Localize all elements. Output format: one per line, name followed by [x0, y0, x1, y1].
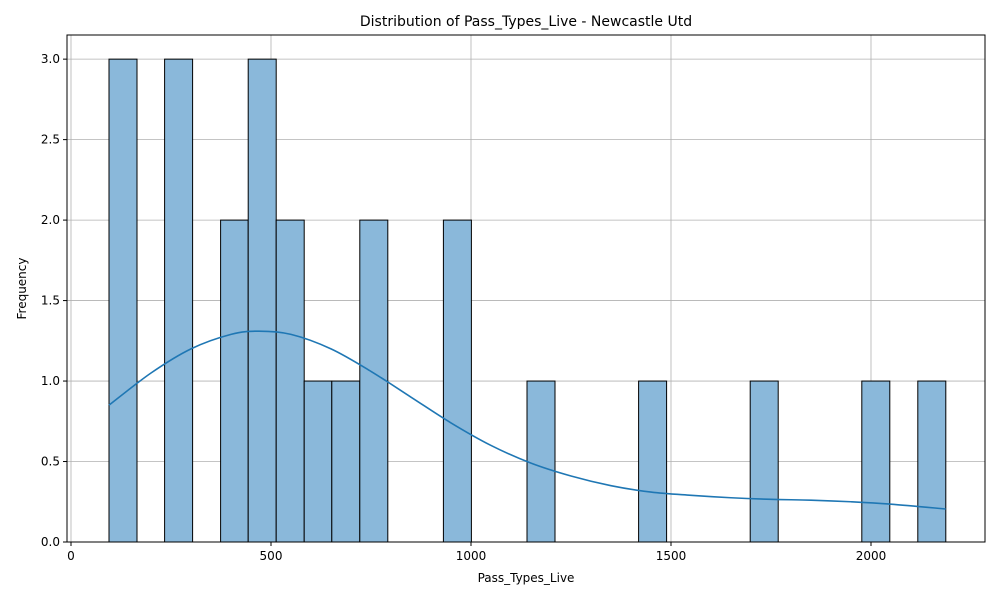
- y-tick-label-0: 0.0: [41, 535, 60, 549]
- histogram-bar-3: [247, 58, 277, 543]
- grid: [67, 35, 985, 543]
- x-axis-ticks: 0 500 1000 1500 2000: [67, 542, 886, 563]
- kde-curve: [108, 330, 946, 510]
- x-axis-label: Pass_Types_Live: [478, 571, 575, 585]
- histogram-bar-13: [917, 380, 947, 543]
- plot-frame: [66, 34, 986, 543]
- histogram-bar-5: [303, 380, 333, 543]
- histogram-bar-10: [638, 380, 668, 543]
- y-tick-label-2: 1.0: [41, 374, 60, 388]
- histogram-bar-7: [359, 219, 389, 543]
- chart-title: Distribution of Pass_Types_Live - Newcas…: [360, 14, 692, 30]
- y-tick-label-4: 2.0: [41, 213, 60, 227]
- x-tick-label-4: 2000: [856, 549, 887, 563]
- histogram-bar-11: [749, 380, 779, 543]
- y-tick-label-1: 0.5: [41, 455, 60, 469]
- x-tick-label-1: 500: [260, 549, 283, 563]
- histogram-bar-4: [275, 219, 305, 543]
- histogram-bar-8: [442, 219, 472, 543]
- histogram-bars: [108, 58, 947, 543]
- histogram-bar-9: [526, 380, 556, 543]
- histogram-bar-6: [331, 380, 361, 543]
- x-tick-label-2: 1000: [456, 549, 487, 563]
- x-tick-label-3: 1500: [656, 549, 687, 563]
- y-axis-ticks: 0.0 0.5 1.0 1.5 2.0 2.5 3.0: [41, 52, 67, 549]
- histogram-bar-12: [861, 380, 891, 543]
- histogram-bar-0: [108, 58, 138, 543]
- histogram-bar-1: [164, 58, 194, 543]
- histogram-bar-2: [220, 219, 249, 543]
- y-axis-label: Frequency: [15, 258, 29, 320]
- x-tick-label-0: 0: [67, 549, 75, 563]
- y-tick-label-3: 1.5: [41, 294, 60, 308]
- y-tick-label-5: 2.5: [41, 133, 60, 147]
- y-tick-label-6: 3.0: [41, 52, 60, 66]
